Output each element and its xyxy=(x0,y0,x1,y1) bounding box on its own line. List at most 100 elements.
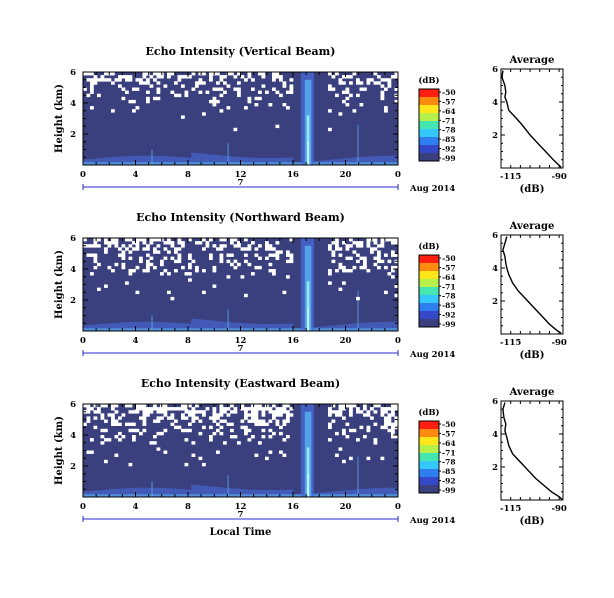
data-gap xyxy=(184,428,189,433)
data-gap xyxy=(226,422,231,426)
data-gap xyxy=(114,422,119,426)
data-gap xyxy=(233,407,238,411)
echo-streak xyxy=(151,315,153,331)
data-gap xyxy=(191,453,196,457)
echo-layer xyxy=(148,155,153,165)
data-gap xyxy=(223,410,227,414)
data-gap xyxy=(97,244,101,248)
data-gap xyxy=(121,244,126,248)
data-gap xyxy=(219,253,224,257)
heatmap xyxy=(83,72,399,165)
data-gap xyxy=(328,84,332,88)
data-gap xyxy=(391,253,395,257)
data-gap xyxy=(366,244,371,248)
echo-layer xyxy=(247,157,251,165)
echo-layer xyxy=(266,158,271,165)
data-gap xyxy=(125,281,129,285)
echo-layer xyxy=(243,489,248,497)
colorbar: (dB)-50-57-64-71-78-85-92-99 xyxy=(418,241,455,329)
data-gap xyxy=(377,265,381,270)
data-gap xyxy=(181,84,185,88)
data-gap xyxy=(86,404,91,408)
profile-y-tick-label: 2 xyxy=(492,297,498,307)
data-gap xyxy=(237,87,241,91)
data-gap xyxy=(286,413,290,417)
data-gap xyxy=(237,93,241,98)
data-gap xyxy=(128,462,133,467)
echo-layer xyxy=(181,323,186,331)
echo-layer xyxy=(119,322,123,331)
data-gap xyxy=(90,106,94,110)
data-gap xyxy=(86,410,91,414)
data-gap xyxy=(128,269,133,273)
echo-layer xyxy=(125,156,130,165)
data-gap xyxy=(394,75,399,79)
echo-layer xyxy=(217,155,222,165)
data-gap xyxy=(118,422,122,426)
panel-eastward: Echo Intensity (Eastward Beam) 0 4 8 12 16 20 0… xyxy=(54,377,567,538)
data-gap xyxy=(391,269,395,273)
data-gap xyxy=(153,419,157,423)
echo-layer xyxy=(214,154,219,165)
colorbar-segment xyxy=(419,287,439,296)
echo-column xyxy=(307,141,309,165)
data-gap xyxy=(275,410,280,414)
echo-layer xyxy=(352,489,356,497)
data-gap xyxy=(230,72,234,76)
echo-layer xyxy=(384,321,389,331)
data-gap xyxy=(149,84,154,88)
data-gap xyxy=(258,256,262,260)
data-gap xyxy=(373,81,378,85)
data-gap xyxy=(338,247,343,251)
data-gap xyxy=(219,78,224,82)
echo-layer xyxy=(138,487,143,497)
data-gap xyxy=(352,250,357,254)
data-gap xyxy=(212,244,217,248)
data-gap xyxy=(363,435,367,439)
echo-layer xyxy=(335,159,340,165)
data-gap xyxy=(177,238,182,242)
echo-layer xyxy=(348,323,353,331)
data-gap xyxy=(163,269,168,273)
data-gap xyxy=(209,72,213,76)
data-gap xyxy=(373,72,378,76)
data-gap xyxy=(349,75,353,79)
data-gap xyxy=(268,103,273,107)
data-gap xyxy=(153,250,157,254)
echo-layer xyxy=(171,488,176,497)
data-gap xyxy=(156,244,161,248)
data-gap xyxy=(247,262,252,267)
data-gap xyxy=(146,72,150,76)
data-gap xyxy=(128,422,133,426)
data-gap xyxy=(184,407,189,411)
echo-layer xyxy=(240,157,245,165)
echo-layer xyxy=(201,153,205,165)
echo-streak xyxy=(227,475,229,497)
echo-layer xyxy=(286,157,291,165)
data-gap xyxy=(391,431,395,436)
data-gap xyxy=(345,435,350,439)
data-gap xyxy=(342,404,346,408)
data-gap xyxy=(100,75,105,79)
echo-layer xyxy=(378,487,383,497)
echo-layer xyxy=(358,323,363,331)
data-gap xyxy=(289,90,294,94)
x-tick-label: 16 xyxy=(287,170,299,180)
echo-layer xyxy=(112,322,117,331)
data-gap xyxy=(275,90,280,94)
echo-layer xyxy=(105,489,110,497)
data-gap xyxy=(377,75,381,79)
data-gap xyxy=(219,413,224,417)
echo-layer xyxy=(122,322,127,331)
colorbar-tick-label: -99 xyxy=(442,486,456,495)
data-gap xyxy=(170,416,175,420)
data-gap xyxy=(111,407,115,411)
data-gap xyxy=(251,87,255,91)
data-gap xyxy=(132,428,136,433)
data-gap xyxy=(254,413,259,417)
data-gap xyxy=(219,238,224,242)
data-gap xyxy=(212,103,217,107)
data-gap xyxy=(384,410,388,414)
data-gap xyxy=(107,78,112,82)
data-gap xyxy=(142,72,147,76)
